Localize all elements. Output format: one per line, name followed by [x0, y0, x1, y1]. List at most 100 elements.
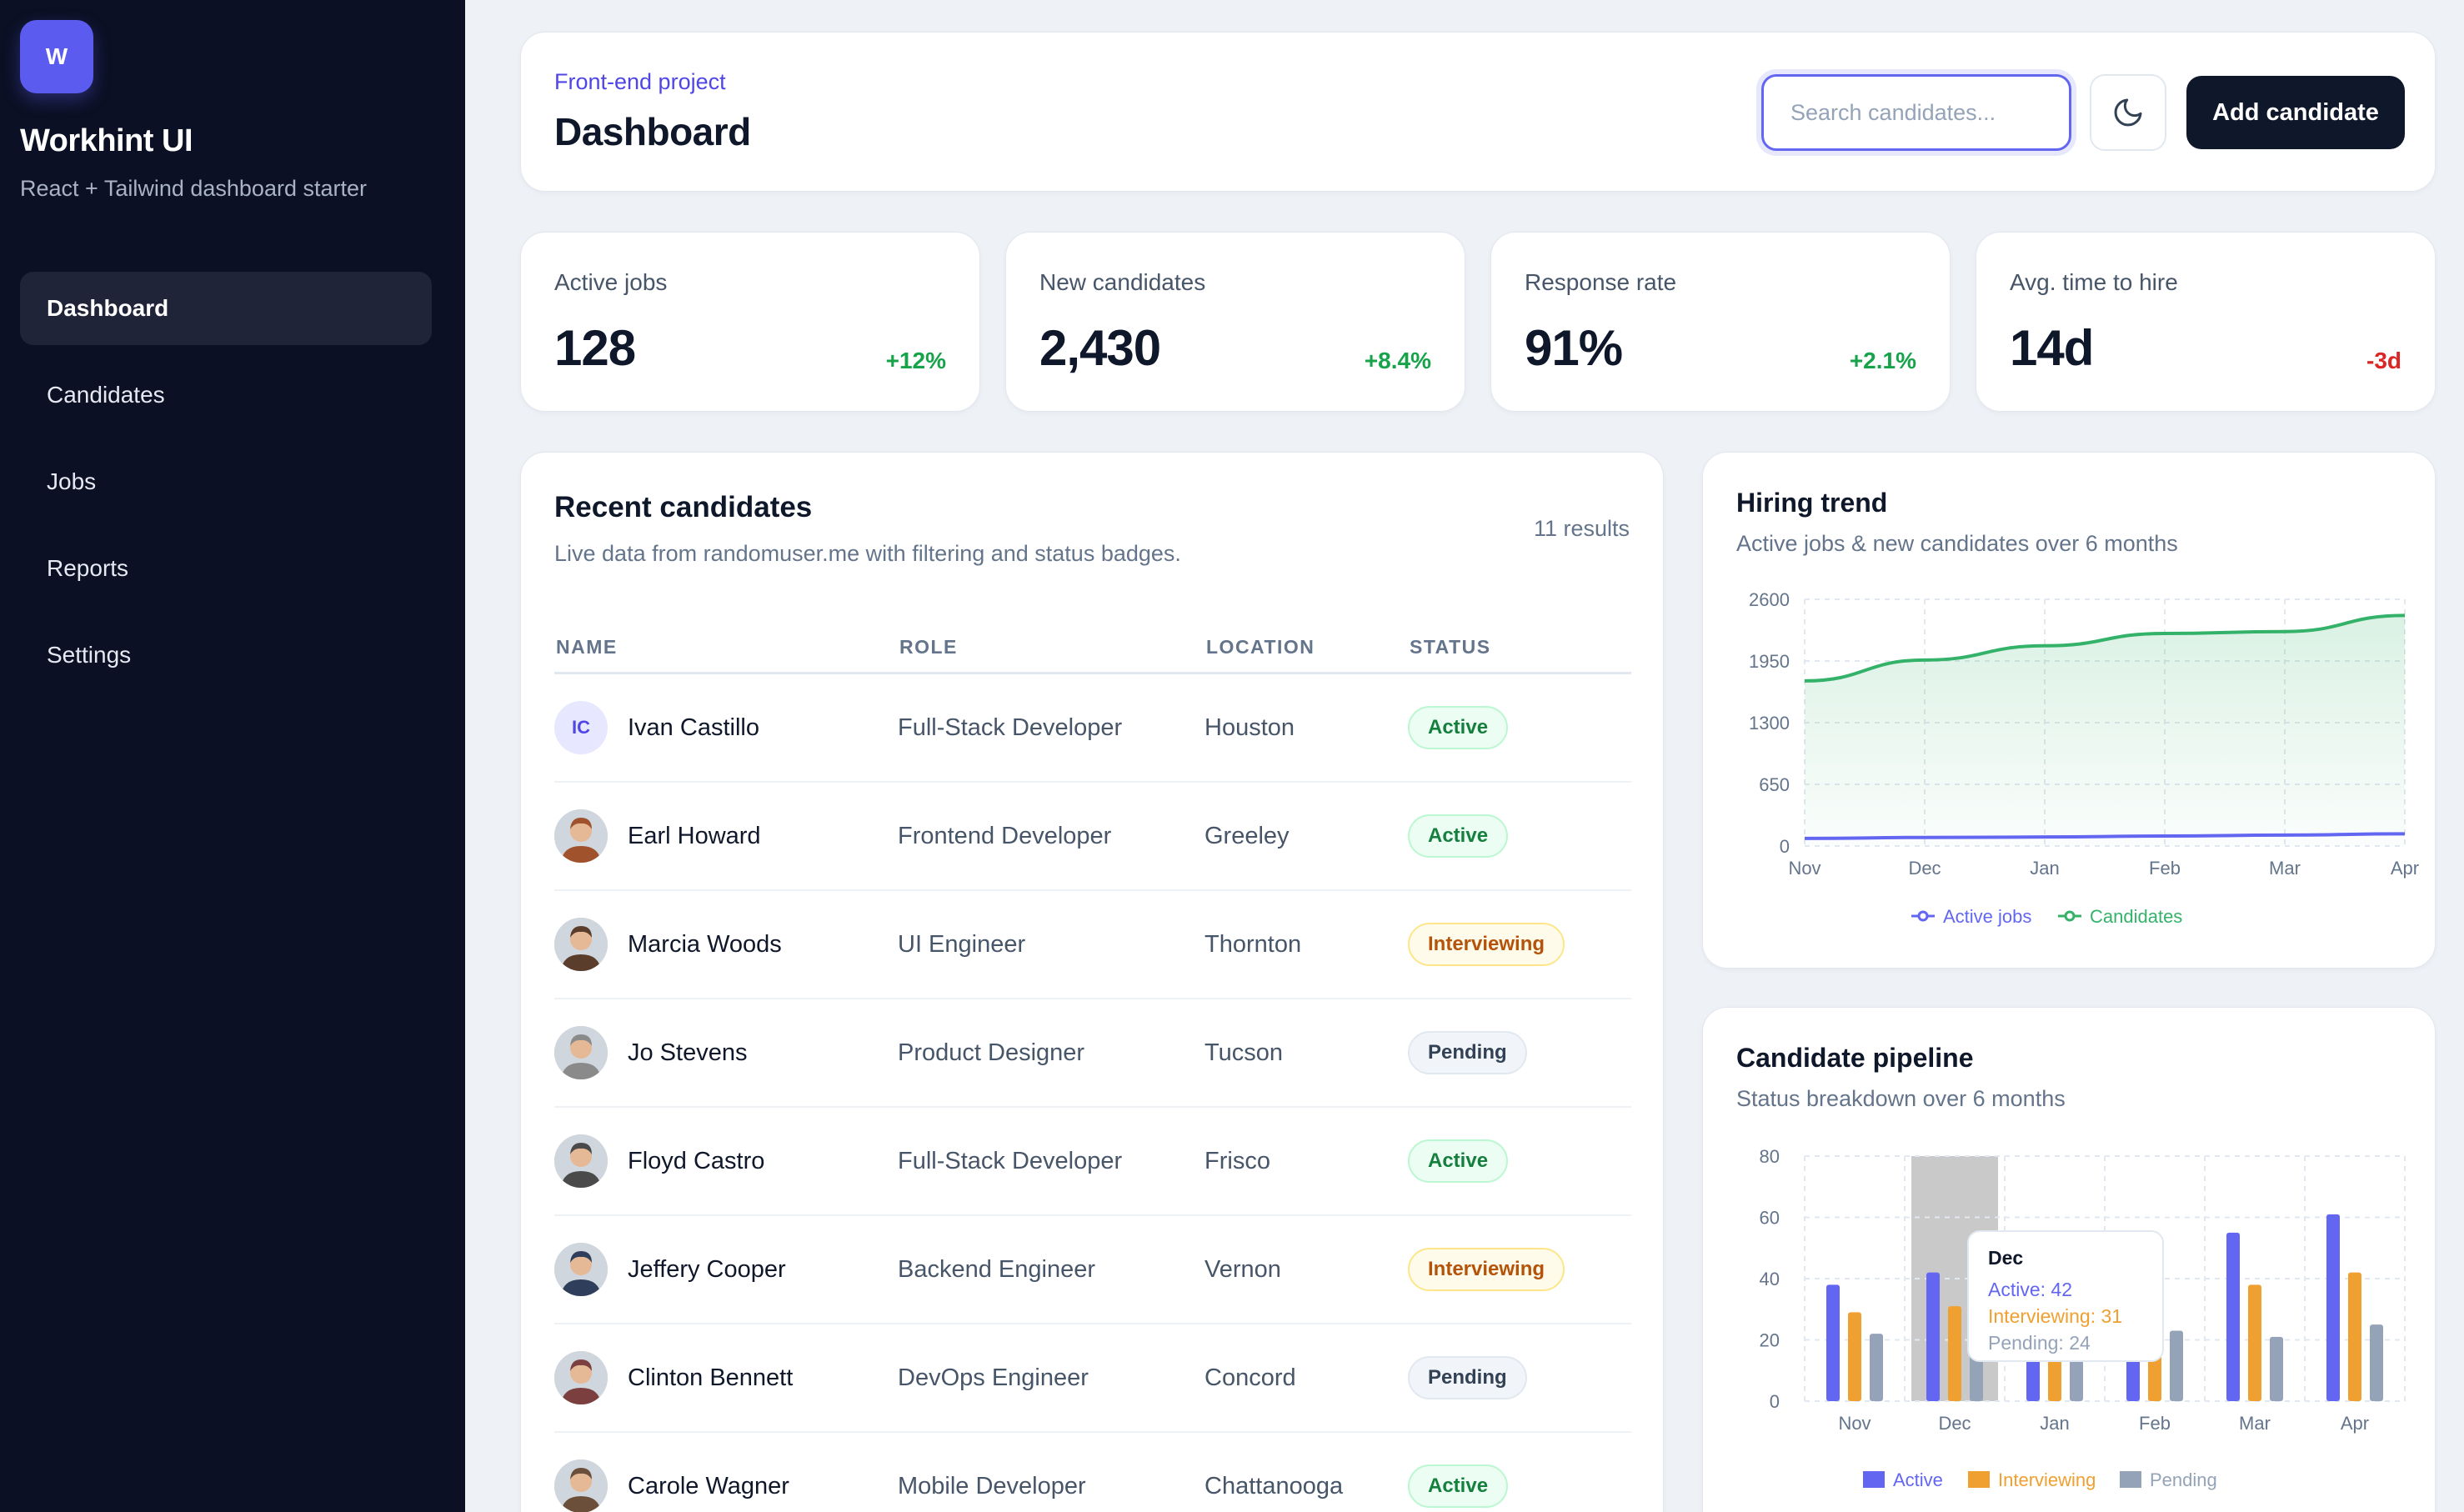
legend-label-pending: Pending [2150, 1469, 2217, 1490]
legend-marker [1863, 1471, 1885, 1488]
candidate-name[interactable]: Floyd Castro [628, 1148, 765, 1174]
y-tick-label: 20 [1760, 1330, 1780, 1351]
table-row[interactable]: Carole Wagner Mobile Developer Chattanooga… [554, 1433, 1631, 1512]
stat-card-active-jobs: Active jobs 128 +12% [520, 232, 980, 412]
table-row[interactable]: Jeffery Cooper Backend Engineer Vernon Inte… [554, 1216, 1631, 1324]
stat-label: Avg. time to hire [2010, 269, 2178, 295]
stat-value: 2,430 [1039, 320, 1161, 376]
y-tick-label: 650 [1759, 774, 1790, 795]
x-tick-label: Apr [2391, 858, 2419, 879]
candidate-name[interactable]: Marcia Woods [628, 931, 782, 958]
legend-marker [1968, 1471, 1990, 1488]
chart-title: Candidate pipeline [1736, 1043, 1974, 1073]
legend-label-candidates: Candidates [2090, 906, 2182, 927]
bar-active [2326, 1214, 2340, 1401]
app-logo[interactable]: W [20, 20, 93, 93]
y-tick-label: 2600 [1749, 589, 1790, 610]
x-tick-label: Feb [2139, 1413, 2171, 1434]
x-tick-label: Mar [2239, 1413, 2271, 1434]
stat-label: Response rate [1525, 269, 1677, 295]
candidate-location: Tucson [1204, 1039, 1284, 1066]
status-badge: Active [1408, 1139, 1509, 1183]
hiring-trend-chart[interactable]: 0 650 1300 1950 2600 Nov Dec Jan Feb Mar Apr Active… [1703, 453, 2436, 969]
candidate-role: Frontend Developer [898, 823, 1112, 849]
candidate-location: Frisco [1204, 1148, 1270, 1174]
candidate-role: Full-Stack Developer [898, 714, 1123, 741]
tooltip-active: Active: 42 [1988, 1279, 2072, 1300]
y-tick-label: 60 [1760, 1208, 1780, 1229]
moon-icon [2114, 98, 2142, 127]
table-row[interactable]: Clinton Bennett DevOps Engineer Concord Pen… [554, 1324, 1631, 1433]
results-count: 11 results [1533, 516, 1630, 541]
status-badge: Pending [1408, 1031, 1527, 1074]
x-tick-label: Dec [1908, 858, 1941, 879]
tooltip-pending: Pending: 24 [1988, 1332, 2091, 1354]
tooltip-box [1967, 1230, 2164, 1362]
user-photo-icon [554, 809, 608, 863]
candidate-name[interactable]: Clinton Bennett [628, 1364, 794, 1391]
candidate-name[interactable]: Jeffery Cooper [628, 1256, 786, 1283]
y-tick-label: 1950 [1749, 651, 1790, 672]
column-header-status[interactable]: STATUS [1410, 636, 1491, 658]
bar-active [2226, 1232, 2240, 1401]
bar-pending [2370, 1324, 2383, 1401]
candidate-location: Thornton [1204, 931, 1302, 958]
x-tick-label: Mar [2269, 858, 2301, 879]
candidates-line [1804, 613, 2406, 683]
tooltip-interviewing: Interviewing: 31 [1988, 1305, 2122, 1327]
tooltip-title: Dec [1988, 1247, 2023, 1269]
active-jobs-line [1804, 832, 2406, 840]
table-row[interactable]: Jo Stevens Product Designer Tucson Pending [554, 999, 1631, 1108]
bar-interviewing [2248, 1284, 2261, 1401]
theme-toggle-button[interactable] [2090, 74, 2166, 151]
recent-candidates-card: Recent candidates Live data from randomu… [520, 452, 1664, 1512]
status-badge: Interviewing [1408, 1248, 1565, 1291]
table-row[interactable]: Marcia Woods UI Engineer Thornton Interview… [554, 891, 1631, 999]
y-tick-label: 80 [1760, 1146, 1780, 1167]
table-row[interactable]: Earl Howard Frontend Developer Greeley Acti… [554, 783, 1631, 891]
x-tick-label: Dec [1938, 1413, 1971, 1434]
candidate-pipeline-card: Candidate pipeline Status breakdown over… [1702, 1007, 2436, 1512]
bar-active [1926, 1272, 1940, 1401]
add-candidate-button[interactable]: Add candidate [2186, 76, 2405, 149]
status-badge: Active [1408, 706, 1509, 749]
y-tick-label: 40 [1760, 1269, 1780, 1289]
candidate-role: Product Designer [898, 1039, 1085, 1066]
candidate-location: Houston [1204, 714, 1295, 741]
bar-pending [2170, 1330, 2183, 1401]
status-badge: Pending [1408, 1356, 1527, 1399]
candidate-name[interactable]: Jo Stevens [628, 1039, 748, 1066]
candidate-name[interactable]: Earl Howard [628, 823, 761, 849]
avatar [554, 1351, 608, 1404]
column-header-name[interactable]: NAME [556, 636, 618, 658]
stat-card-response-rate: Response rate 91% +2.1% [1490, 232, 1951, 412]
user-photo-icon [554, 1026, 608, 1079]
candidate-role: Full-Stack Developer [898, 1148, 1123, 1174]
sidebar-item-dashboard[interactable]: Dashboard [20, 272, 432, 345]
x-tick-label: Feb [2149, 858, 2181, 879]
section-subtitle: Live data from randomuser.me with filter… [554, 541, 1181, 566]
search-input[interactable] [1761, 74, 2071, 151]
table-row[interactable]: Floyd Castro Full-Stack Developer Frisco Ac… [554, 1108, 1631, 1216]
column-header-location[interactable]: LOCATION [1206, 636, 1315, 658]
sidebar-item-settings[interactable]: Settings [47, 642, 132, 668]
stat-value: 14d [2010, 320, 2094, 376]
candidate-name[interactable]: Carole Wagner [628, 1473, 789, 1499]
stat-value: 128 [554, 320, 636, 376]
column-header-role[interactable]: ROLE [899, 636, 958, 658]
x-tick-label: Jan [2040, 1413, 2069, 1434]
sidebar-item-candidates[interactable]: Candidates [47, 382, 165, 408]
table-header: NAME ROLE LOCATION STATUS [554, 628, 1631, 674]
user-photo-icon [554, 1459, 608, 1512]
sidebar-item-reports[interactable]: Reports [47, 555, 129, 581]
brand-name: Workhint UI [20, 123, 193, 158]
sidebar-item-jobs[interactable]: Jobs [47, 468, 97, 494]
table-row[interactable]: IC Ivan Castillo Full-Stack Developer Houst… [554, 674, 1631, 783]
chart-title: Hiring trend [1736, 488, 1888, 518]
candidate-pipeline-chart[interactable]: 0 20 40 60 80 Nov Dec Jan Feb Mar Apr Dec Active: 42… [1703, 1008, 2436, 1512]
chart-tooltip: Dec Active: 42 Interviewing: 31 Pending: 24 [1967, 1230, 2164, 1362]
status-badge: Interviewing [1408, 923, 1565, 966]
candidate-name[interactable]: Ivan Castillo [628, 714, 759, 741]
legend-marker [2064, 910, 2076, 922]
candidate-role: DevOps Engineer [898, 1364, 1089, 1391]
